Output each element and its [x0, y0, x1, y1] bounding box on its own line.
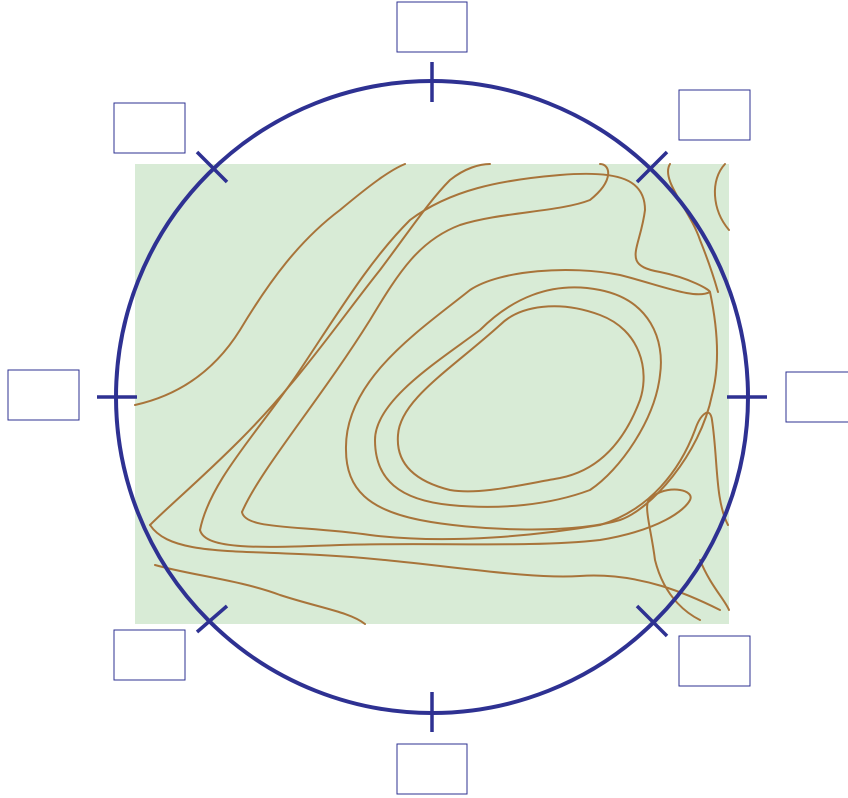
label-box-top-left[interactable] [113, 102, 186, 154]
contour-line-5b [199, 488, 701, 621]
contour-line-4b [241, 411, 729, 541]
label-box-top-right[interactable] [678, 89, 751, 141]
contour-line-10 [713, 163, 730, 231]
tick-bottom-left [195, 604, 229, 634]
contour-line-3 [344, 269, 719, 531]
contour-line-8 [154, 564, 366, 625]
contour-line-7 [134, 163, 406, 406]
label-box-bottom[interactable] [396, 743, 468, 795]
contour-line-6 [149, 163, 491, 526]
contour-line-4 [241, 163, 610, 513]
contour-line-11 [699, 559, 730, 611]
tick-top-right [635, 150, 669, 184]
contour-line-6b [149, 524, 721, 611]
label-box-left[interactable] [7, 369, 80, 421]
contour-line-2 [374, 286, 662, 508]
tick-bottom-right [635, 604, 669, 638]
tick-top-left [195, 150, 229, 184]
compass-ticks [97, 62, 767, 732]
contour-line-9 [667, 163, 719, 293]
label-box-top[interactable] [396, 1, 468, 53]
contour-lines [134, 163, 730, 625]
label-box-right[interactable] [785, 371, 848, 423]
label-box-bottom-right[interactable] [678, 635, 751, 687]
label-box-bottom-left[interactable] [113, 629, 186, 681]
contour-line-1 [396, 305, 645, 493]
